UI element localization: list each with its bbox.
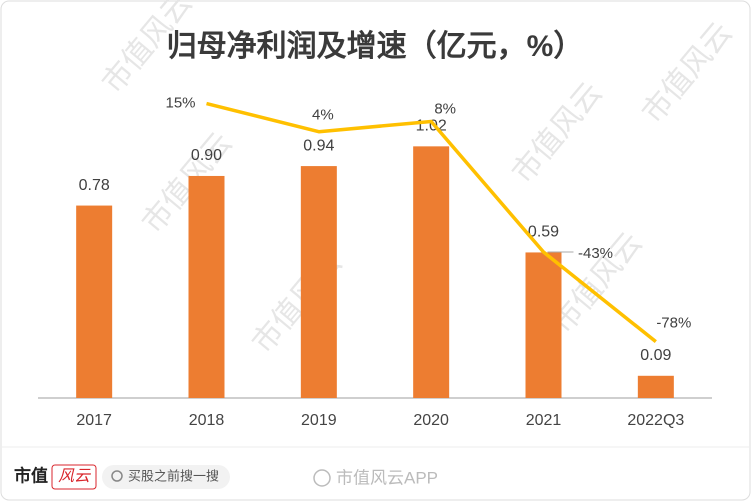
x-tick-label: 2020 xyxy=(413,412,449,429)
line-value-label: 4% xyxy=(312,107,334,124)
bar-value-label: 0.94 xyxy=(303,137,334,154)
bar xyxy=(300,166,337,398)
line-value-label: 8% xyxy=(434,100,456,117)
search-box[interactable] xyxy=(102,465,230,489)
line-value-label: -43% xyxy=(578,245,613,262)
bar xyxy=(637,375,674,398)
footer-brand-mark: 风云 xyxy=(58,468,92,485)
growth-line xyxy=(206,101,657,344)
line-value-label: -78% xyxy=(656,315,691,332)
x-tick-label: 2022Q3 xyxy=(627,412,684,429)
chart-title: 归母净利润及增速（亿元，%） xyxy=(167,29,584,63)
bar xyxy=(188,175,225,398)
bar-value-label: 0.59 xyxy=(528,224,559,241)
bar xyxy=(76,205,113,398)
brand-box xyxy=(51,464,97,490)
bar-value-label: 0.90 xyxy=(191,147,222,164)
footer-brand: 市值 xyxy=(14,465,48,485)
bar xyxy=(413,146,450,398)
footer-account: 市值风云APP xyxy=(336,468,438,487)
x-tick-label: 2019 xyxy=(301,412,337,429)
x-tick-label: 2021 xyxy=(526,412,562,429)
x-tick-label: 2017 xyxy=(76,412,112,429)
bar-value-label: 0.09 xyxy=(640,347,671,364)
search-text: 买股之前搜一搜 xyxy=(128,468,219,483)
x-tick-label: 2018 xyxy=(189,412,225,429)
line-value-label: 15% xyxy=(165,94,195,111)
weibo-icon xyxy=(313,469,331,487)
search-icon xyxy=(111,470,123,482)
bar-value-label: 0.78 xyxy=(79,177,110,194)
bar xyxy=(525,252,562,398)
